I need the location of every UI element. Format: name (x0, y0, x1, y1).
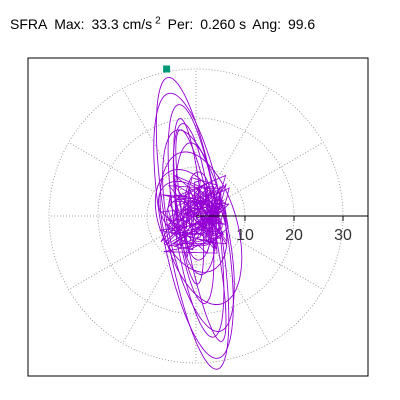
orbit-loop-3 (162, 129, 235, 332)
max-exponent: 2 (155, 15, 161, 26)
orbit-loop-11 (166, 197, 216, 235)
center-scribble (159, 174, 230, 258)
motion-trace (153, 76, 243, 370)
angle-value: 99.6 (287, 15, 316, 32)
tick-label-20: 20 (285, 227, 303, 244)
max-amplitude-marker (163, 65, 171, 73)
plot-header: SFRA Max: 33.3 cm/s 2 Per: 0.260 s Ang: 9… (10, 15, 318, 32)
orbit-loop-13 (173, 118, 205, 285)
tick-label-30: 30 (334, 227, 352, 244)
orbit-loop-14 (175, 129, 227, 342)
orbit-loop-5 (159, 151, 243, 305)
max-label: Max: (54, 15, 85, 32)
max-value-text: 33.3 cm/s (91, 15, 153, 32)
orbit-loop-0 (155, 76, 230, 370)
max-value: 33.3 cm/s 2 (91, 15, 161, 32)
grid-spoke-120 (122, 88, 197, 217)
grid-spoke-150 (68, 142, 197, 217)
period-value: 0.260 s (200, 15, 247, 32)
period-label: Per: (167, 15, 194, 32)
station-code: SFRA (10, 15, 48, 32)
orbit-loop-7 (154, 169, 228, 273)
orbit-loop-1 (153, 92, 234, 359)
radial-axis: 10 20 30 (196, 215, 368, 244)
marker-layer (163, 65, 171, 73)
angle-label: Ang: (252, 15, 282, 32)
tick-label-10: 10 (236, 227, 254, 244)
